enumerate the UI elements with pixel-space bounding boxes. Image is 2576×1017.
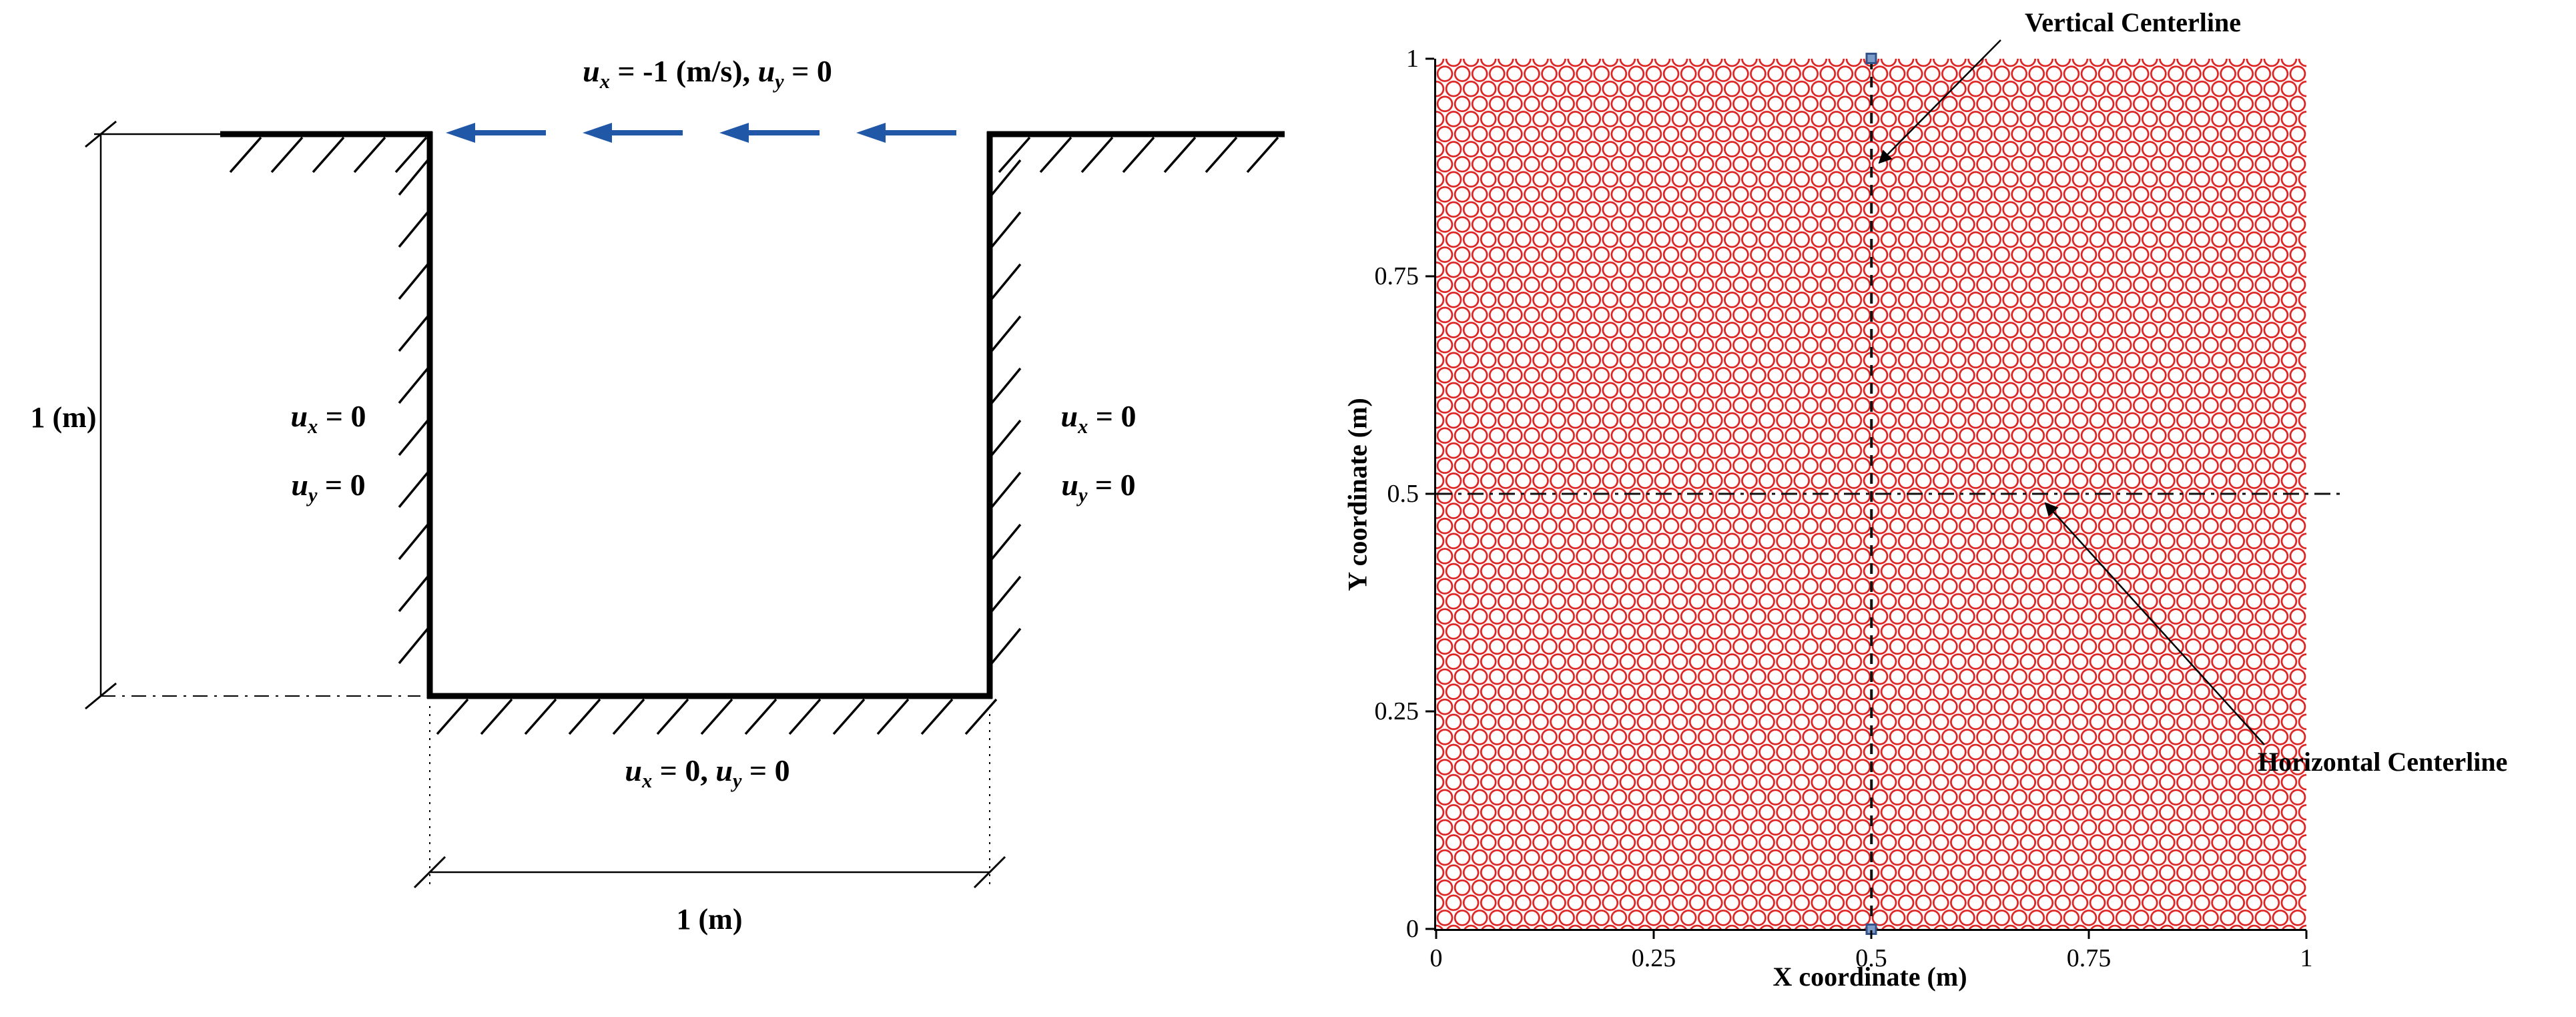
y-tick-2 [1425, 492, 1434, 495]
y-tick-label-1: 0.25 [1374, 697, 1419, 725]
cavity-width-dimension-label: 1 (m) [676, 903, 743, 936]
x-tick-label-2: 0.5 [1855, 944, 1887, 972]
lid-velocity-bc-label: ux = -1 (m/s), uy = 0 [583, 54, 832, 93]
horizontal-centerline-annotation: Horizontal Centerline [2258, 747, 2508, 777]
y-tick-label-2: 0.5 [1387, 480, 1419, 508]
x-tick-0 [1435, 930, 1437, 939]
x-tick-4 [2305, 930, 2308, 939]
y-tick-4 [1425, 57, 1434, 60]
y-tick-label-0: 0 [1406, 915, 1419, 943]
vertical-centerline-annotation: Vertical Centerline [2025, 7, 2241, 37]
y-tick-1 [1425, 710, 1434, 713]
cavity-schematic-panel: ux = -1 (m/s), uy = 0 ux = 0 uy = 0 ux =… [30, 54, 1285, 936]
y-tick-label-4: 1 [1406, 45, 1419, 73]
x-tick-label-4: 1 [2300, 944, 2313, 972]
left-wall-bc-line1: ux = 0 [290, 399, 366, 438]
y-axis-title: Y coordinate (m) [1342, 398, 1373, 591]
right-wall-bc-line2: uy = 0 [1061, 468, 1136, 507]
x-tick-2 [1870, 930, 1873, 939]
cavity-geometry-drawing [85, 120, 1285, 889]
x-tick-1 [1652, 930, 1655, 939]
y-tick-0 [1425, 928, 1434, 930]
right-wall-bc-label: ux = 0 uy = 0 [1061, 387, 1137, 525]
plot-area: 0 0.25 0.5 0.75 1 0 0.25 0.5 0.75 1 [1375, 45, 2341, 972]
left-wall-bc-label: ux = 0 uy = 0 [291, 387, 366, 525]
x-axis-title: X coordinate (m) [1773, 962, 1967, 992]
x-tick-label-0: 0 [1429, 944, 1443, 972]
particle-plot-panel: 0 0.25 0.5 0.75 1 0 0.25 0.5 0.75 1 X co… [1301, 0, 2576, 1017]
horizontal-centerline [1436, 492, 2341, 495]
y-tick-3 [1425, 275, 1434, 278]
right-wall-bc-line1: ux = 0 [1060, 399, 1137, 438]
y-tick-label-3: 0.75 [1374, 262, 1419, 290]
left-wall-bc-line2: uy = 0 [291, 468, 366, 507]
cavity-height-dimension-label: 1 (m) [30, 401, 97, 434]
x-tick-3 [2087, 930, 2090, 939]
bottom-wall-bc-label: ux = 0, uy = 0 [625, 753, 790, 793]
x-tick-label-3: 0.75 [2066, 944, 2112, 972]
x-tick-label-1: 0.25 [1631, 944, 1676, 972]
vertical-centerline-top-marker [1865, 53, 1877, 64]
